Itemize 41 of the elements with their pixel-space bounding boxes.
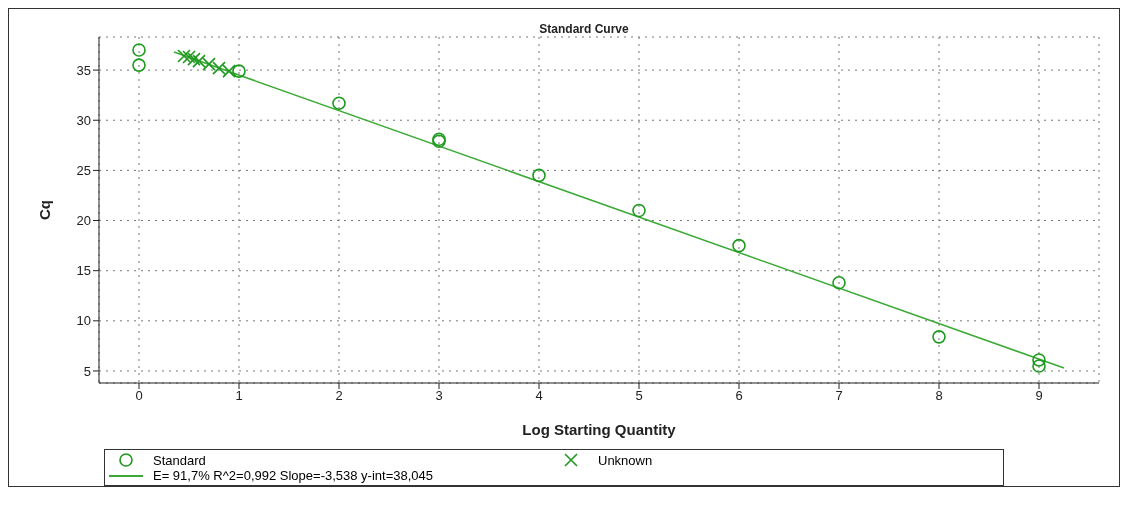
x-tick-label: 4 [535,388,543,404]
x-tick-label: 7 [835,388,843,404]
point [132,43,146,57]
point [1032,353,1046,367]
x-tick-label: 0 [135,388,143,404]
x-tick-label: 2 [335,388,343,404]
point [1032,359,1046,373]
y-tick-label: 5 [83,363,91,379]
point [177,49,191,63]
y-axis-title: Cq [36,200,54,220]
y-tick-label: 25 [76,163,91,178]
point [222,64,236,78]
y-tick-label: 20 [76,213,91,229]
y-tick-label: 15 [76,263,91,279]
point [212,61,226,75]
x-axis-title: Log Starting Quantity [522,421,677,438]
x-tick-label: 9 [1035,388,1043,404]
point [632,203,646,218]
point [182,50,196,64]
point [232,64,246,78]
legend-label: E= 91,7% R^2=0,992 Slope=-3,538 y-int=38,045 [153,468,434,483]
point [192,54,206,68]
point [732,238,746,253]
point [832,275,846,290]
x-tick-label: 5 [635,388,643,404]
x-tick-label: 6 [735,388,743,404]
chart-title: Standard Curve [539,22,629,36]
point [932,330,946,344]
point [187,52,201,66]
point [132,58,146,72]
y-tick-label: 35 [76,62,91,78]
point [332,96,346,110]
x-tick-label: 8 [935,388,943,404]
legend-label: Standard [153,452,206,468]
x-tick-label: 3 [435,388,443,404]
legend-label: Unknown [598,452,653,468]
point [532,168,546,183]
point [202,57,216,71]
x-tick-label: 1 [235,388,243,404]
y-tick-label: 10 [76,313,91,329]
y-tick-label: 30 [76,112,91,128]
